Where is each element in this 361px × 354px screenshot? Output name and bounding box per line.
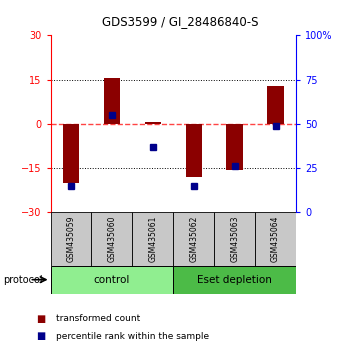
Bar — [173, 266, 296, 294]
Text: GSM435063: GSM435063 — [230, 216, 239, 262]
Bar — [145, 121, 161, 124]
Text: percentile rank within the sample: percentile rank within the sample — [56, 332, 209, 341]
Text: GDS3599 / GI_28486840-S: GDS3599 / GI_28486840-S — [102, 15, 259, 28]
Bar — [255, 212, 296, 266]
Bar — [268, 86, 284, 124]
Text: control: control — [94, 275, 130, 285]
Bar — [51, 212, 91, 266]
Bar — [214, 212, 255, 266]
Text: GSM435060: GSM435060 — [108, 216, 116, 262]
Bar — [132, 212, 173, 266]
Text: GSM435062: GSM435062 — [189, 216, 198, 262]
Text: GSM435064: GSM435064 — [271, 216, 280, 262]
Bar — [51, 266, 173, 294]
Text: ■: ■ — [36, 314, 45, 324]
Bar — [173, 212, 214, 266]
Text: protocol: protocol — [4, 275, 43, 285]
Text: GSM435061: GSM435061 — [148, 216, 157, 262]
Text: ■: ■ — [36, 331, 45, 341]
Text: Eset depletion: Eset depletion — [197, 275, 272, 285]
Text: GSM435059: GSM435059 — [66, 216, 75, 262]
Text: transformed count: transformed count — [56, 314, 140, 323]
Bar — [63, 124, 79, 183]
Bar — [226, 124, 243, 170]
Bar — [186, 124, 202, 177]
Bar — [104, 78, 120, 124]
Bar — [91, 212, 132, 266]
